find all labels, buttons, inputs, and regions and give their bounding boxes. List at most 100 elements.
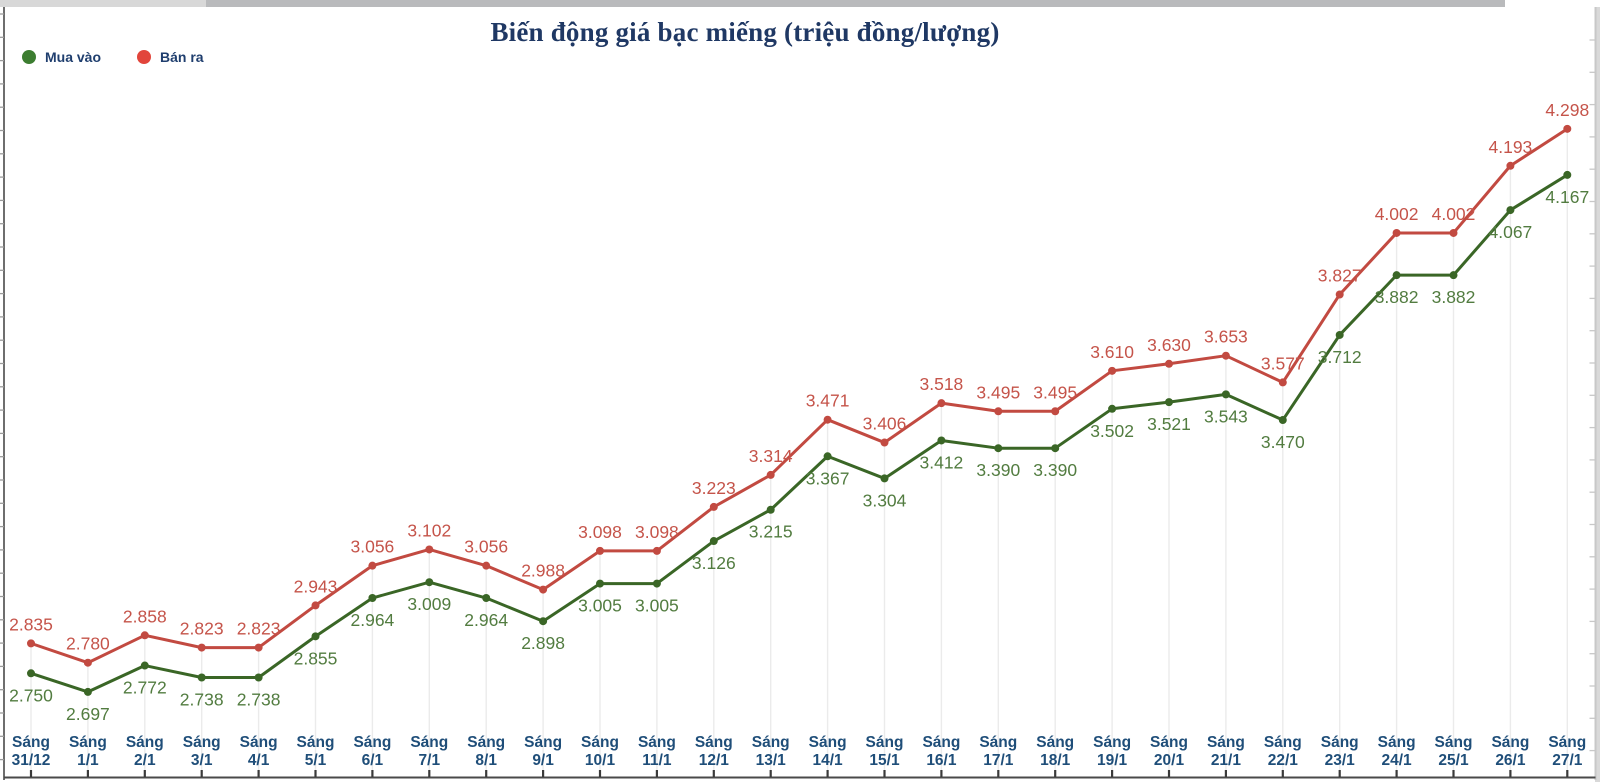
x-axis-label: Sáng 24/1 (1378, 734, 1416, 769)
value-label-ban-ra: 2.780 (66, 634, 110, 654)
series-mua-vao-point (994, 444, 1003, 453)
value-label-ban-ra: 3.406 (863, 414, 907, 434)
series-mua-vao-point (1221, 390, 1230, 399)
series-mua-vao-point (83, 687, 92, 696)
x-axis-label: Sáng 4/1 (240, 734, 278, 769)
value-label-mua-vao: 3.412 (920, 452, 964, 472)
x-axis-label: Sáng 8/1 (467, 734, 505, 769)
x-axis-label: Sáng 3/1 (183, 734, 221, 769)
value-label-mua-vao: 2.964 (464, 610, 508, 630)
x-axis-label: Sáng 12/1 (695, 734, 733, 769)
value-label-ban-ra: 3.577 (1261, 353, 1305, 373)
series-ban-ra-point (1335, 290, 1344, 299)
series-ban-ra-point (652, 546, 661, 555)
gridlines (30, 128, 1569, 770)
series-ban-ra-point (1165, 359, 1173, 368)
value-label-ban-ra: 3.495 (1033, 382, 1077, 402)
window-top-edge (0, 0, 1505, 7)
x-axis-label: Sáng 23/1 (1321, 734, 1359, 769)
series-mua-vao-point (1335, 330, 1344, 339)
value-label-ban-ra: 3.827 (1318, 265, 1362, 285)
x-axis-label: Sáng 25/1 (1435, 734, 1473, 769)
value-label-mua-vao: 3.712 (1318, 347, 1362, 367)
series-mua-vao-point (368, 594, 377, 603)
value-label-mua-vao: 2.697 (66, 704, 110, 724)
x-axis-label: Sáng 22/1 (1264, 734, 1302, 769)
value-label-ban-ra: 3.098 (578, 522, 622, 542)
value-label-mua-vao: 2.898 (521, 633, 565, 653)
value-label-ban-ra: 2.835 (9, 614, 53, 634)
series-mua-vao-point (425, 578, 434, 587)
series-mua-vao-point (766, 505, 775, 514)
series-mua-vao-labels: 2.750 2.697 2.772 2.738 2.738 2.855 2.964 3.009… (9, 187, 1589, 724)
value-label-ban-ra: 3.223 (692, 478, 736, 498)
series-mua-vao-point (140, 661, 149, 670)
value-label-ban-ra: 2.943 (294, 576, 338, 596)
value-label-mua-vao: 3.882 (1432, 287, 1476, 307)
series-mua-vao-point (311, 632, 320, 641)
value-label-ban-ra: 3.056 (351, 537, 395, 557)
series-ban-ra-point (27, 639, 35, 648)
series-mua-vao-point (1051, 444, 1060, 453)
y-axis-right (1589, 7, 1597, 780)
window-top-edge-highlight (0, 0, 206, 7)
series-mua-vao-point (1563, 170, 1572, 179)
series-ban-ra-point (823, 415, 832, 424)
series-mua-vao-point (482, 594, 491, 603)
series-mua-vao-point (254, 673, 263, 682)
series-ban-ra-point (83, 658, 92, 667)
value-label-ban-ra: 3.518 (920, 374, 964, 394)
series-ban-ra-point (311, 601, 320, 610)
series-mua-vao-point (652, 579, 661, 588)
series-mua-vao-point (1108, 404, 1117, 413)
value-label-mua-vao: 2.738 (180, 690, 224, 710)
x-axis-label: Sáng 6/1 (353, 734, 391, 769)
series-ban-ra-point (1449, 228, 1458, 237)
series-ban-ra-point (368, 561, 377, 570)
value-label-ban-ra: 2.823 (180, 619, 224, 639)
series-ban-ra-point (1108, 366, 1117, 375)
x-axis (4, 770, 1596, 779)
series-ban-ra-point (254, 643, 263, 652)
value-label-mua-vao: 3.367 (806, 468, 850, 488)
series-ban-ra-point (1563, 124, 1572, 133)
value-label-ban-ra: 3.102 (407, 520, 451, 540)
x-axis-label: Sáng 15/1 (866, 734, 904, 769)
series-mua-vao-line (30, 173, 1569, 694)
series-ban-ra-point (766, 470, 775, 479)
value-label-mua-vao: 4.067 (1489, 222, 1533, 242)
chart-title: Biến động giá bạc miếng (triệu đồng/lượn… (490, 17, 1000, 47)
value-label-mua-vao: 3.390 (976, 460, 1020, 480)
legend-dot-ban-ra-icon (137, 50, 152, 64)
value-label-mua-vao: 3.543 (1204, 406, 1248, 426)
series-mua-vao-point (937, 436, 946, 445)
series-mua-vao-point (1392, 271, 1401, 280)
value-label-ban-ra: 4.002 (1375, 204, 1419, 224)
value-label-mua-vao: 3.470 (1261, 432, 1305, 452)
value-label-ban-ra: 4.193 (1489, 137, 1533, 157)
x-axis-label: Sáng 5/1 (297, 734, 335, 769)
series-ban-ra-point (140, 631, 149, 640)
series-ban-ra-point (1051, 407, 1060, 416)
value-label-ban-ra: 2.858 (123, 606, 167, 626)
series-ban-ra-point (425, 545, 434, 554)
value-label-ban-ra: 3.653 (1204, 327, 1248, 347)
value-label-mua-vao: 3.009 (407, 594, 451, 614)
legend-label-mua-vao: Mua vào (45, 49, 102, 65)
series-mua-vao (27, 170, 1572, 696)
legend-dot-mua-vao-icon (22, 50, 36, 64)
series-ban-ra-point (1392, 228, 1401, 237)
series-mua-vao-point (596, 579, 604, 588)
x-axis-label: Sáng 18/1 (1036, 734, 1074, 769)
series-ban-ra-point (1221, 351, 1230, 360)
x-axis-label: Sáng 21/1 (1207, 734, 1245, 769)
value-label-ban-ra: 3.630 (1147, 335, 1191, 355)
value-label-ban-ra: 3.495 (976, 382, 1020, 402)
x-axis-label: Sáng 13/1 (752, 734, 790, 769)
value-label-mua-vao: 3.882 (1375, 287, 1419, 307)
value-label-mua-vao: 3.390 (1033, 460, 1077, 480)
value-label-ban-ra: 4.002 (1432, 204, 1476, 224)
series-ban-ra-point (880, 438, 889, 447)
